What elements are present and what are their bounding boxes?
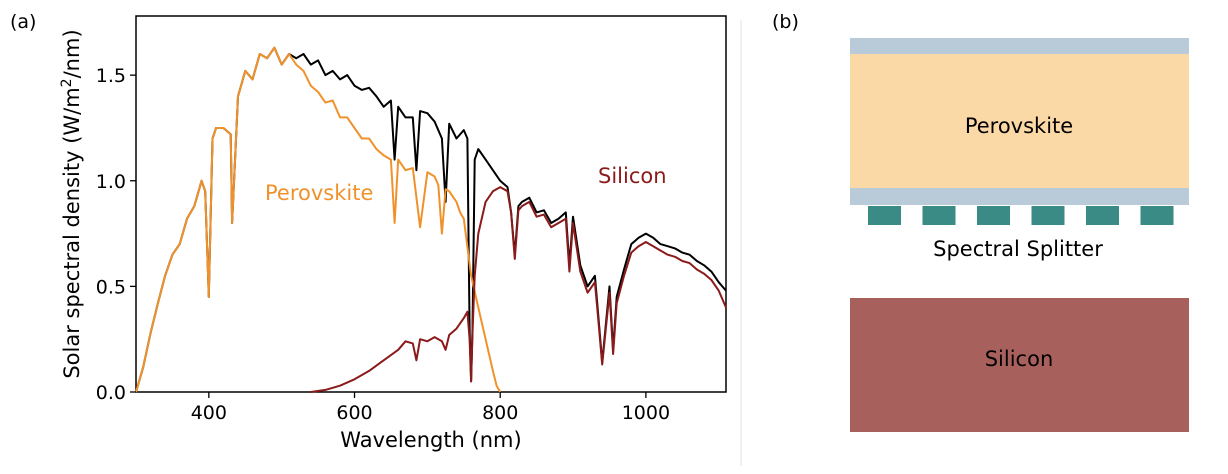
splitter-block <box>1086 206 1119 225</box>
tick-layer: 400 600 800 1000 0.0 0.5 1.0 1.5 <box>96 65 670 424</box>
bottom-glass-layer <box>850 188 1189 205</box>
top-glass-layer <box>850 38 1189 54</box>
perovskite-label: Perovskite <box>965 114 1073 138</box>
splitter-block <box>977 206 1010 225</box>
perovskite-layer <box>850 54 1189 188</box>
splitter-block <box>922 206 956 225</box>
silicon-label: Silicon <box>985 347 1054 371</box>
x-tick-label: 400 <box>191 402 227 424</box>
x-axis-label: Wavelength (nm) <box>340 428 521 452</box>
plot-frame <box>135 15 727 393</box>
series-line-perovskite <box>135 46 502 393</box>
spectral-splitter-blocks <box>868 206 1174 225</box>
annotation-silicon: Silicon <box>598 164 667 188</box>
panel-label-a: (a) <box>10 11 36 33</box>
x-tick-label: 800 <box>482 402 518 424</box>
y-tick-label: 1.0 <box>96 171 126 193</box>
splitter-block <box>868 206 901 225</box>
y-tick-label: 0.0 <box>96 382 126 404</box>
splitter-block <box>1031 206 1065 225</box>
panel-label-b: (b) <box>772 11 799 33</box>
annotation-perovskite: Perovskite <box>265 181 373 205</box>
spectrum-chart: (a) 400 600 800 1000 0.0 0.5 1.0 1.5 Wavelength… <box>10 11 727 452</box>
x-tick-label: 1000 <box>622 402 670 424</box>
x-tick-label: 600 <box>336 402 372 424</box>
y-tick-label: 0.5 <box>96 276 126 298</box>
splitter-block <box>1140 206 1174 225</box>
y-axis-label: Solar spectral density (W/m2/nm) <box>59 29 84 378</box>
series-layer <box>135 46 727 393</box>
silicon-layer <box>850 298 1189 432</box>
series-line-silicon <box>310 186 727 393</box>
spectral-splitter-label: Spectral Splitter <box>933 237 1103 261</box>
y-tick-label: 1.5 <box>96 65 126 87</box>
